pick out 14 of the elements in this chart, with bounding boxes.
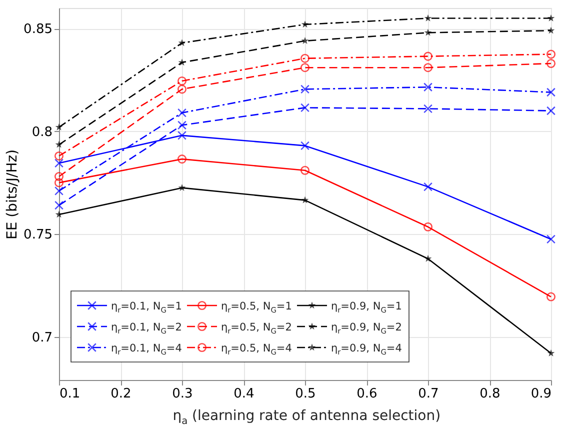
y-tick-label: 0.7 [32, 330, 52, 346]
x-tick-label: 0.7 [418, 386, 439, 402]
x-tick-label: 0.5 [295, 386, 316, 402]
x-tick-label: 0.2 [110, 386, 132, 402]
y-tick-label: 0.85 [24, 22, 52, 38]
x-tick-label: 0.3 [172, 386, 193, 402]
x-tick-label: 0.9 [530, 386, 552, 402]
y-tick-label: 0.8 [32, 124, 52, 140]
y-axis-title: EE (bits/J/Hz) [4, 149, 21, 240]
x-tick-label: 0.6 [356, 386, 378, 402]
y-tick-label: 0.75 [24, 228, 52, 243]
x-tick-label: 0.1 [60, 386, 80, 402]
x-tick-label: 0.4 [234, 386, 254, 402]
x-tick-label: 0.8 [480, 386, 500, 402]
